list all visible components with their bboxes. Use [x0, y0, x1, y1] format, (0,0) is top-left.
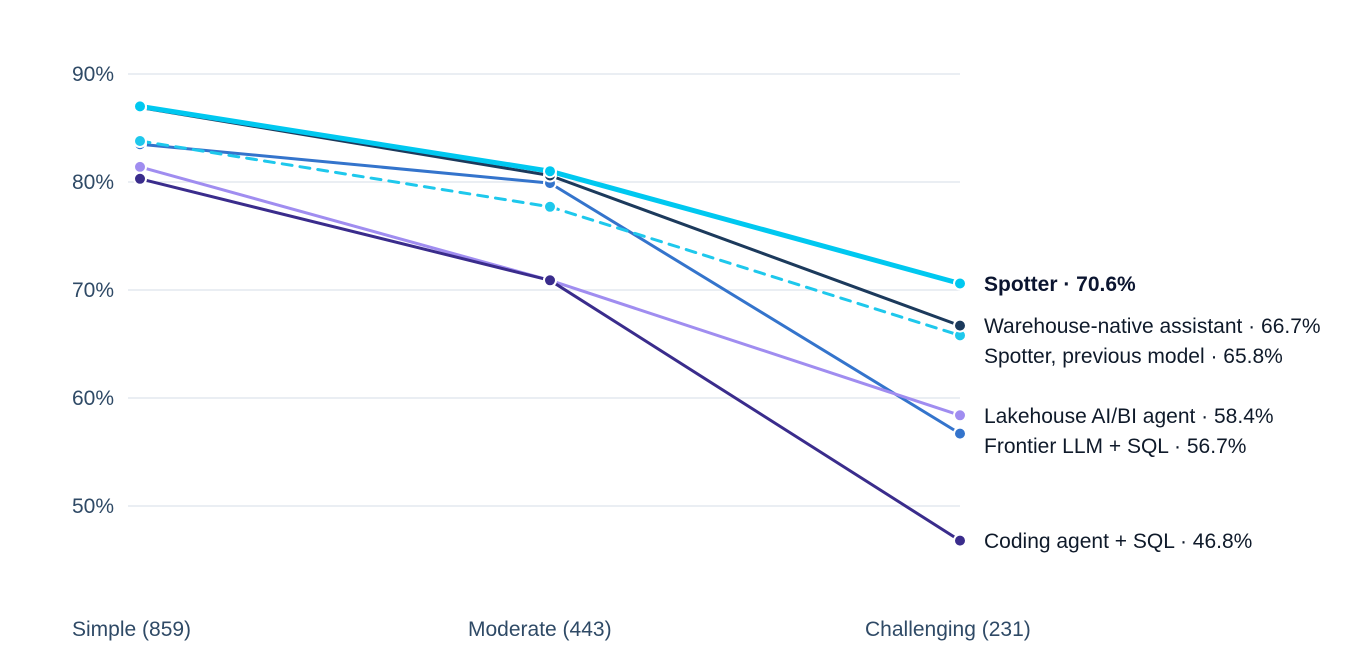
data-point-3-0: [133, 159, 147, 174]
data-points: [133, 99, 967, 548]
data-point-2-1: [543, 199, 557, 214]
data-point-2-0: [133, 134, 147, 148]
series-label-3: Lakehouse AI/BI agent · 58.4%: [984, 405, 1274, 428]
series-label-2: Spotter, previous model · 65.8%: [984, 345, 1283, 368]
data-point-5-1: [543, 273, 557, 288]
series-end-labels: Spotter · 70.6% Warehouse-native assistan…: [984, 273, 1321, 553]
series-label-1: Warehouse-native assistant · 66.7%: [984, 315, 1321, 338]
x-tick-label-1: Moderate (443): [468, 618, 612, 641]
series-label-5: Coding agent + SQL · 46.8%: [984, 530, 1252, 553]
series-label-4: Frontier LLM + SQL · 56.7%: [984, 435, 1246, 458]
data-point-0-2: [953, 276, 967, 291]
x-axis-tick-labels: Simple (859) Moderate (443) Challenging (2…: [72, 618, 1031, 641]
y-axis-tick-labels: 50% 60% 70% 80% 90%: [72, 63, 114, 518]
gridlines: [128, 73, 960, 507]
data-point-5-2: [953, 533, 967, 548]
y-tick-label-80: 80%: [72, 171, 114, 194]
series-line-0: [137, 103, 963, 286]
data-point-1-2: [953, 318, 967, 333]
series-label-0: Spotter · 70.6%: [984, 273, 1136, 296]
y-tick-label-70: 70%: [72, 279, 114, 302]
series-line-1: [138, 106, 962, 328]
data-point-3-2: [953, 408, 967, 423]
x-tick-label-2: Challenging (231): [865, 618, 1031, 641]
x-tick-label-0: Simple (859): [72, 618, 191, 641]
data-point-5-0: [133, 171, 147, 186]
data-point-0-1: [543, 164, 557, 179]
data-point-4-2: [953, 426, 967, 441]
data-point-0-0: [133, 99, 147, 114]
y-tick-label-90: 90%: [72, 63, 114, 86]
y-tick-label-50: 50%: [72, 495, 114, 518]
y-tick-label-60: 60%: [72, 387, 114, 410]
